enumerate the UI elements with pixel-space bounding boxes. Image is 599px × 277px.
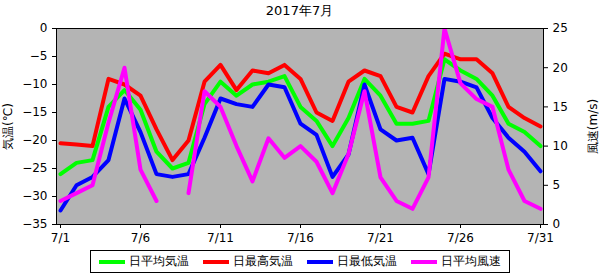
svg-text:7/21: 7/21 — [367, 231, 394, 245]
svg-text:7/1: 7/1 — [51, 231, 70, 245]
html-text:日平均風速: 日平均風速 — [440, 254, 501, 268]
svg-text:20: 20 — [553, 61, 568, 75]
svg-text:−15: −15 — [22, 105, 47, 119]
html-text:日平均気温: 日平均気温 — [128, 254, 189, 268]
svg-text:0: 0 — [40, 21, 48, 35]
svg-text:7/16: 7/16 — [287, 231, 314, 245]
svg-text:−20: −20 — [22, 133, 47, 147]
svg-text:−30: −30 — [22, 189, 47, 203]
svg-text:−10: −10 — [22, 77, 47, 91]
svg-text:25: 25 — [553, 21, 568, 35]
html-text:日最低気温: 日最低気温 — [336, 254, 397, 268]
svg-text:0: 0 — [553, 217, 561, 231]
svg-text:気温(℃): 気温(℃) — [1, 103, 15, 150]
svg-text:−25: −25 — [22, 161, 47, 175]
svg-text:−35: −35 — [22, 217, 47, 231]
svg-text:7/26: 7/26 — [447, 231, 474, 245]
svg-text:風速(m/s): 風速(m/s) — [586, 99, 599, 154]
svg-text:15: 15 — [553, 100, 568, 114]
svg-text:7/31: 7/31 — [527, 231, 554, 245]
svg-text:7/6: 7/6 — [131, 231, 150, 245]
html-text:日最高気温: 日最高気温 — [232, 254, 293, 268]
svg-text:7/11: 7/11 — [207, 231, 234, 245]
svg-text:10: 10 — [553, 139, 568, 153]
svg-text:5: 5 — [553, 178, 561, 192]
svg-text:−5: −5 — [30, 49, 48, 63]
html-text:2017年7月: 2017年7月 — [265, 3, 334, 18]
